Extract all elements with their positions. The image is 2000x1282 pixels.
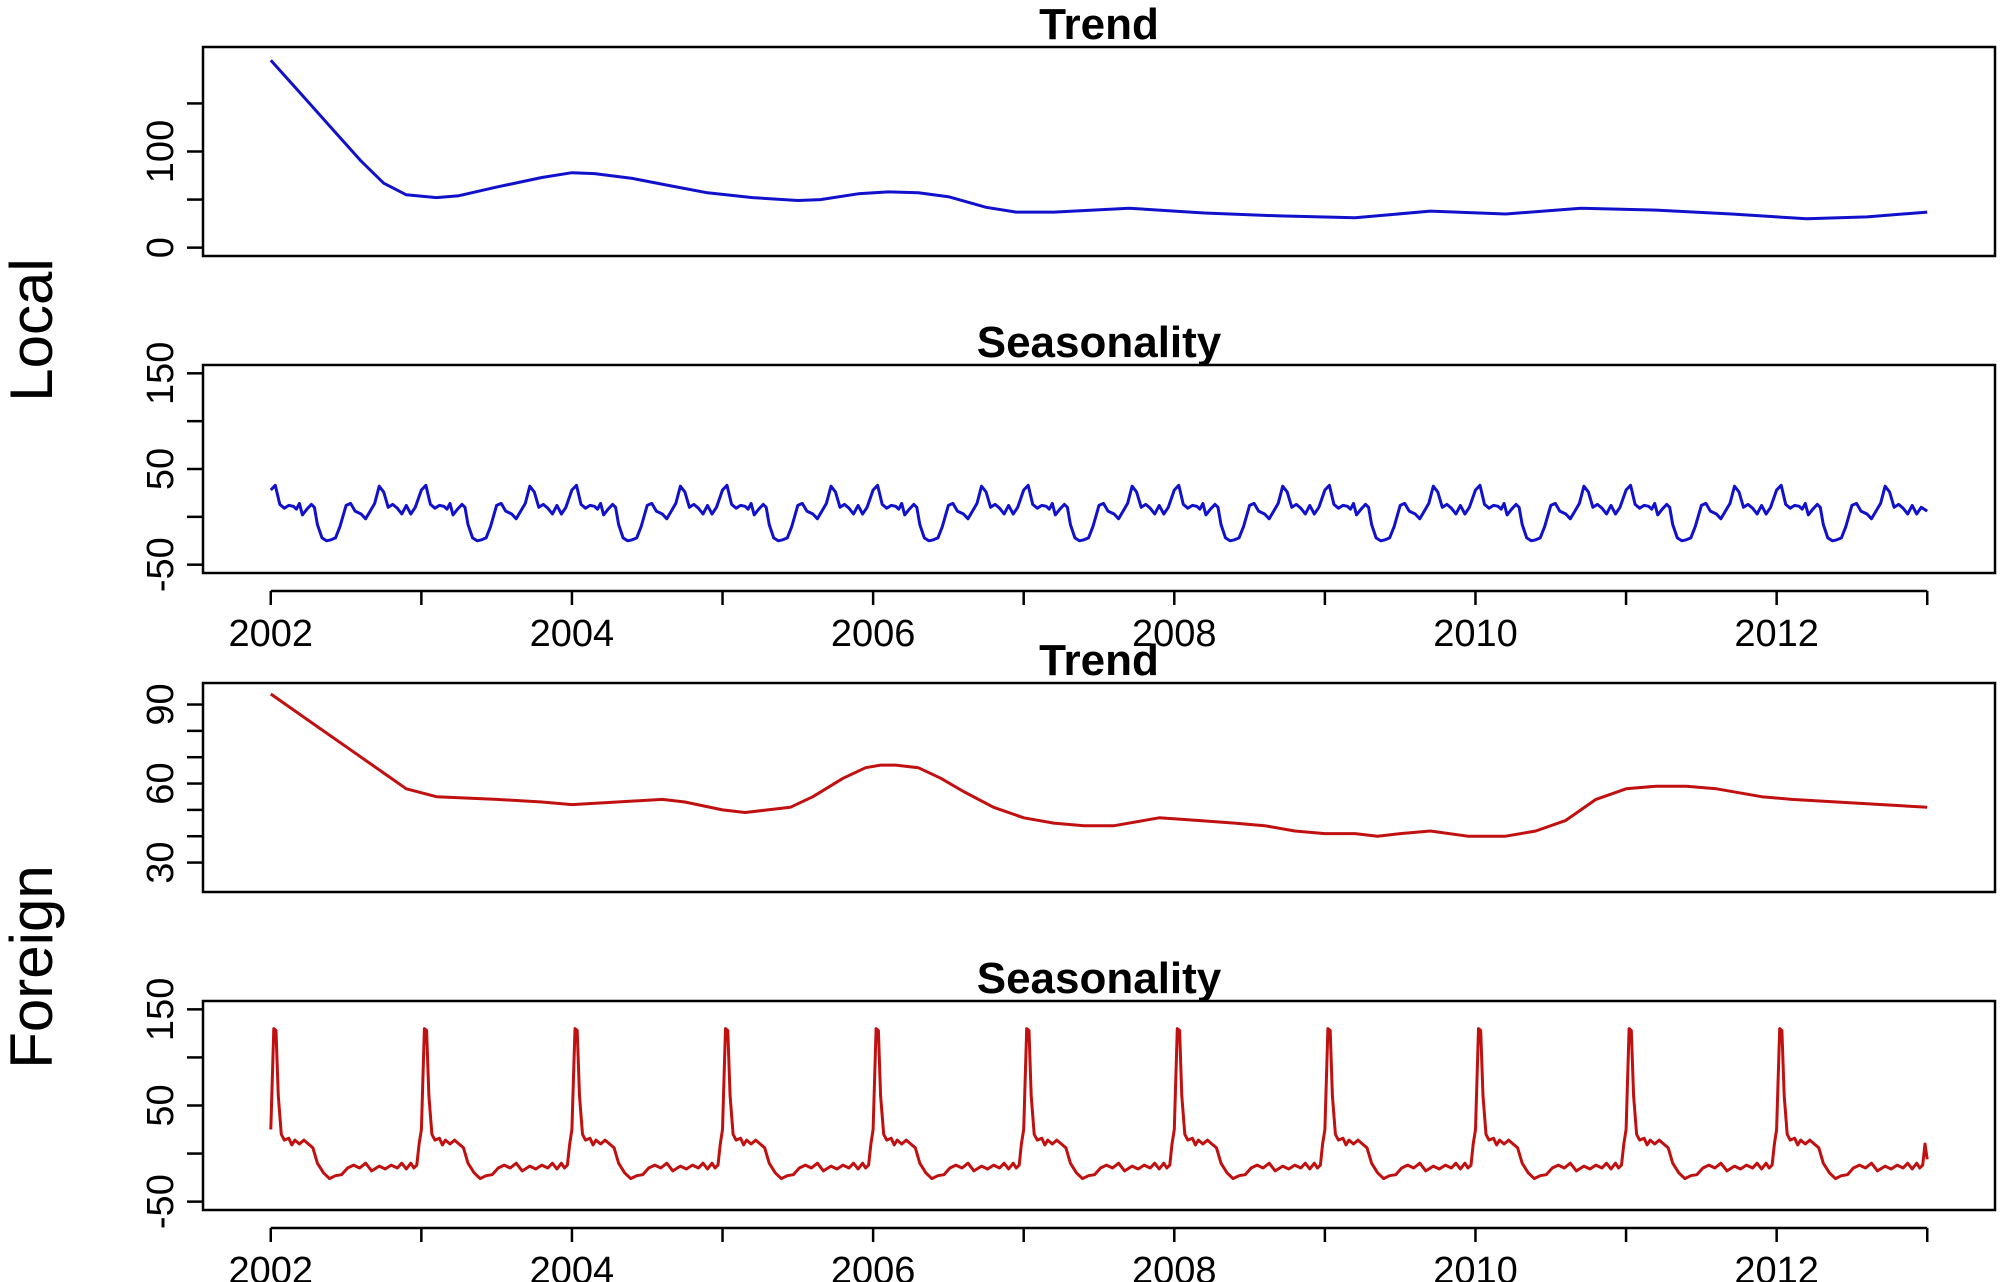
panel-title: Seasonality (977, 954, 1222, 1003)
panel-2-local-seasonality: Seasonality -50 50 150 2002 2004 2006 2008 2010 2… (140, 318, 1997, 655)
y-tick-label: 100 (140, 120, 182, 183)
x-tick-label: 2012 (1734, 613, 1819, 655)
series-line (269, 1027, 1929, 1181)
x-tick-label: 2002 (228, 1250, 313, 1282)
x-tick-label: 2010 (1433, 1250, 1518, 1282)
panel-4-foreign-seasonality: Seasonality -50 50 150 2002 2004 2006 2008 2010 2… (140, 954, 1997, 1282)
y-tick-label: 60 (140, 762, 182, 804)
x-tick-label: 2010 (1433, 613, 1518, 655)
y-tick-label: 0 (140, 237, 182, 258)
panel-title: Trend (1039, 0, 1159, 49)
x-tick-label: 2004 (530, 1250, 615, 1282)
plot-frame (201, 363, 1997, 575)
y-tick-label: -50 (140, 537, 182, 592)
series-line (269, 59, 1928, 221)
x-tick-label: 2008 (1132, 613, 1217, 655)
x-tick-label: 2012 (1734, 1250, 1819, 1282)
plot-frame (201, 45, 1997, 258)
x-tick-label: 2008 (1132, 1250, 1217, 1282)
y-tick-label: 150 (140, 978, 182, 1041)
group-label-local: Local (0, 258, 65, 401)
y-tick-label: 90 (140, 683, 182, 725)
panel-1-local-trend: Trend 0 100 (140, 0, 1997, 258)
y-tick-label: 30 (140, 841, 182, 883)
x-tick-label: 2004 (530, 613, 615, 655)
panel-title: Seasonality (977, 318, 1222, 367)
y-tick-label: 150 (140, 342, 182, 405)
chart-panels: Trend 0 100 Seasonality -50 50 150 2002 2004 2006… (140, 0, 1997, 1282)
group-label-foreign: Foreign (0, 865, 65, 1068)
y-tick-label: -50 (140, 1174, 182, 1229)
x-tick-label: 2006 (831, 613, 916, 655)
series-line (269, 483, 1929, 543)
panel-title: Trend (1039, 636, 1159, 685)
x-tick-label: 2006 (831, 1250, 916, 1282)
x-tick-label: 2002 (228, 613, 313, 655)
y-tick-label: 50 (140, 1084, 182, 1126)
plot-frame (201, 681, 1997, 894)
plot-frame (201, 999, 1997, 1212)
y-tick-label: 50 (140, 448, 182, 490)
panel-3-foreign-trend: Trend 30 60 90 (140, 636, 1997, 894)
series-line (269, 692, 1928, 838)
